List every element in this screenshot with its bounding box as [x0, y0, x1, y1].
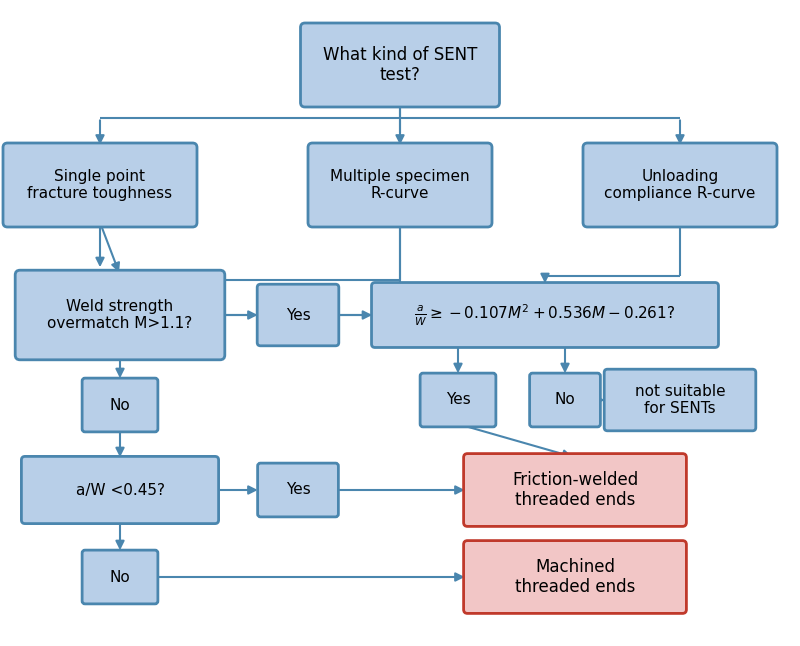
Text: $\frac{a}{W}\geq-0.107M^2+0.536M-0.261$?: $\frac{a}{W}\geq-0.107M^2+0.536M-0.261$?: [414, 302, 675, 328]
FancyBboxPatch shape: [583, 143, 777, 227]
Text: Machined
threaded ends: Machined threaded ends: [515, 557, 635, 596]
Text: Weld strength
overmatch M>1.1?: Weld strength overmatch M>1.1?: [47, 299, 193, 331]
FancyBboxPatch shape: [308, 143, 492, 227]
FancyBboxPatch shape: [22, 457, 218, 524]
FancyBboxPatch shape: [301, 23, 499, 107]
Text: No: No: [110, 570, 130, 585]
Text: No: No: [554, 393, 575, 408]
Text: Unloading
compliance R-curve: Unloading compliance R-curve: [604, 169, 756, 201]
FancyBboxPatch shape: [530, 373, 600, 427]
Text: What kind of SENT
test?: What kind of SENT test?: [323, 46, 477, 85]
Text: No: No: [110, 397, 130, 413]
Text: Single point
fracture toughness: Single point fracture toughness: [27, 169, 173, 201]
Text: Yes: Yes: [286, 307, 310, 322]
Text: Friction-welded
threaded ends: Friction-welded threaded ends: [512, 470, 638, 510]
Text: not suitable
for SENTs: not suitable for SENTs: [634, 384, 726, 416]
FancyBboxPatch shape: [464, 541, 686, 614]
FancyBboxPatch shape: [258, 284, 338, 346]
FancyBboxPatch shape: [82, 550, 158, 604]
FancyBboxPatch shape: [3, 143, 197, 227]
FancyBboxPatch shape: [258, 463, 338, 517]
Text: Yes: Yes: [286, 483, 310, 497]
FancyBboxPatch shape: [82, 378, 158, 432]
FancyBboxPatch shape: [420, 373, 496, 427]
FancyBboxPatch shape: [464, 453, 686, 526]
FancyBboxPatch shape: [371, 282, 718, 348]
Text: Yes: Yes: [446, 393, 470, 408]
FancyBboxPatch shape: [15, 270, 225, 360]
Text: a/W <0.45?: a/W <0.45?: [75, 483, 165, 497]
Text: Multiple specimen
R-curve: Multiple specimen R-curve: [330, 169, 470, 201]
FancyBboxPatch shape: [604, 370, 756, 431]
